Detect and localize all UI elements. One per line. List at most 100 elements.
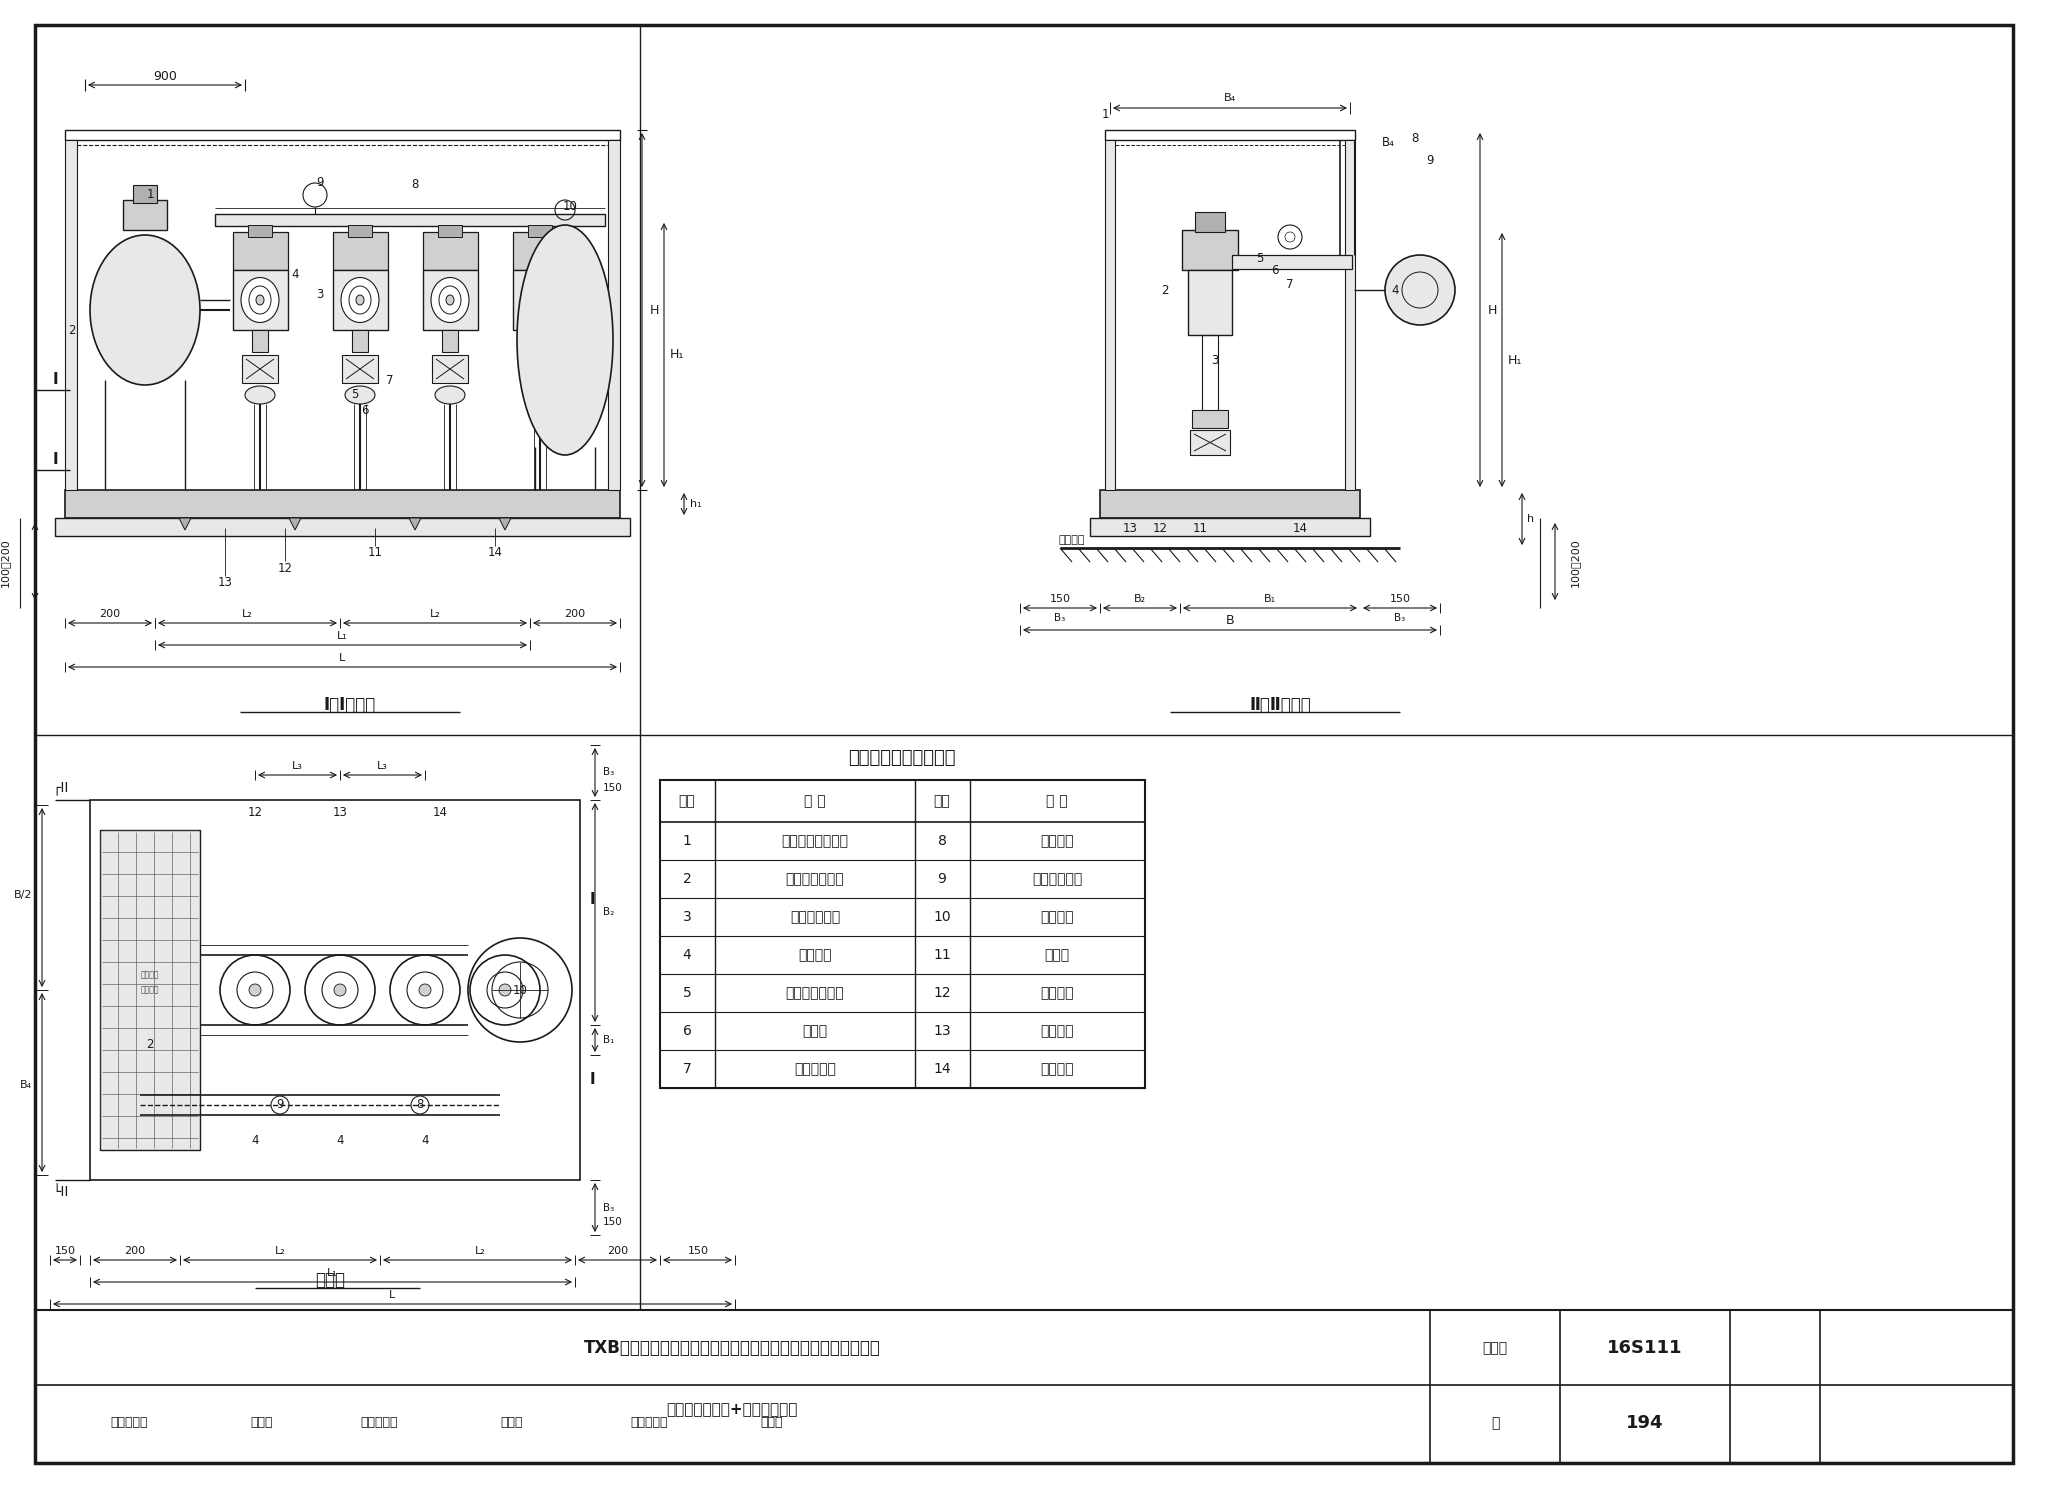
Text: 叠片同步: 叠片同步: [141, 970, 160, 979]
Bar: [233, 269, 289, 330]
Bar: [1090, 518, 1370, 536]
Text: 页: 页: [1491, 1417, 1499, 1430]
Bar: [442, 330, 459, 353]
Text: 11: 11: [934, 948, 950, 963]
Text: 设备底座: 设备底座: [1040, 987, 1073, 1000]
Text: B₃: B₃: [602, 1202, 614, 1213]
Ellipse shape: [516, 225, 612, 455]
Polygon shape: [410, 518, 422, 530]
Text: 5: 5: [682, 987, 692, 1000]
Text: L: L: [338, 653, 346, 664]
Text: 5: 5: [352, 388, 358, 402]
Text: 8: 8: [412, 179, 418, 192]
Bar: [342, 356, 379, 382]
Ellipse shape: [246, 385, 274, 405]
Text: 9: 9: [938, 872, 946, 885]
Text: 150: 150: [602, 1217, 623, 1228]
Ellipse shape: [520, 277, 559, 323]
Text: H₁: H₁: [670, 348, 684, 362]
Text: 150: 150: [688, 1245, 709, 1256]
Ellipse shape: [356, 295, 365, 305]
Text: 于忠砖: 于忠砖: [500, 1417, 522, 1430]
Text: 8: 8: [416, 1098, 424, 1112]
Bar: [1346, 140, 1356, 490]
Bar: [248, 225, 272, 237]
Bar: [1202, 335, 1219, 415]
Text: 8: 8: [1411, 131, 1419, 144]
Circle shape: [334, 984, 346, 995]
Text: TXB系列微机控制叠片同步自吸变频调速供水设备外形及安装图: TXB系列微机控制叠片同步自吸变频调速供水设备外形及安装图: [584, 1339, 881, 1357]
Bar: [66, 129, 621, 140]
Bar: [100, 830, 201, 1150]
Text: 2: 2: [145, 1039, 154, 1052]
Text: 6: 6: [682, 1024, 692, 1039]
Text: B₂: B₂: [1135, 594, 1147, 604]
Text: 150: 150: [602, 783, 623, 793]
Polygon shape: [289, 518, 301, 530]
Text: 9: 9: [1425, 153, 1434, 167]
Text: 名 称: 名 称: [805, 795, 825, 808]
Text: 电接点压力表: 电接点压力表: [1032, 872, 1081, 885]
Text: B₁: B₁: [1264, 594, 1276, 604]
Text: 名 称: 名 称: [1047, 795, 1067, 808]
Text: 13: 13: [332, 805, 348, 818]
Text: L₂: L₂: [430, 609, 440, 619]
Text: 1: 1: [682, 833, 692, 848]
Bar: [348, 225, 373, 237]
Text: Ⅰ－Ⅰ剖面图: Ⅰ－Ⅰ剖面图: [324, 696, 377, 714]
Ellipse shape: [342, 277, 379, 323]
Bar: [438, 225, 463, 237]
Text: 设备部件及安装名称表: 设备部件及安装名称表: [848, 748, 956, 766]
Text: L₃: L₃: [291, 760, 303, 771]
Text: 14: 14: [934, 1062, 950, 1076]
Text: 泵房地面: 泵房地面: [1059, 536, 1085, 545]
Bar: [528, 225, 553, 237]
Text: 150: 150: [1389, 594, 1411, 604]
Text: 7: 7: [387, 373, 393, 387]
Bar: [215, 214, 604, 226]
Text: 900: 900: [154, 70, 176, 82]
Bar: [1100, 490, 1360, 518]
Bar: [522, 356, 557, 382]
Text: 出水管阀门: 出水管阀门: [795, 1062, 836, 1076]
Text: ┌II: ┌II: [51, 781, 68, 795]
Text: 10: 10: [934, 911, 950, 924]
Text: 1: 1: [145, 189, 154, 201]
Text: 止回阀: 止回阀: [803, 1024, 827, 1039]
Text: 4: 4: [682, 948, 692, 963]
Text: 10: 10: [512, 984, 528, 997]
Text: 2: 2: [682, 872, 692, 885]
Text: 伍砒砾: 伍砒砾: [760, 1417, 782, 1430]
Bar: [1106, 129, 1356, 140]
Text: 200: 200: [565, 609, 586, 619]
Text: 8: 8: [938, 833, 946, 848]
Ellipse shape: [430, 277, 469, 323]
Text: 13: 13: [934, 1024, 950, 1039]
Bar: [532, 330, 549, 353]
Bar: [1188, 269, 1233, 335]
Text: 100～200: 100～200: [0, 539, 10, 588]
Text: 4: 4: [422, 1134, 428, 1146]
Text: I: I: [51, 372, 57, 387]
Bar: [512, 269, 567, 330]
Bar: [608, 140, 621, 490]
Text: B/2: B/2: [14, 890, 33, 900]
Text: B₃: B₃: [602, 766, 614, 777]
Bar: [252, 330, 268, 353]
Polygon shape: [500, 518, 512, 530]
Text: 100～200: 100～200: [1571, 539, 1579, 588]
Text: I: I: [51, 452, 57, 467]
Text: I: I: [590, 1073, 594, 1088]
Text: 12: 12: [248, 805, 262, 818]
Bar: [424, 232, 477, 269]
Text: B₁: B₁: [602, 1036, 614, 1045]
Text: B₄: B₄: [20, 1080, 33, 1091]
Text: 150: 150: [1049, 594, 1071, 604]
Text: 2: 2: [1161, 284, 1169, 296]
Text: Ⅱ－Ⅱ剖面图: Ⅱ－Ⅱ剖面图: [1249, 696, 1311, 714]
Bar: [334, 269, 387, 330]
Ellipse shape: [90, 235, 201, 385]
Bar: [66, 490, 621, 518]
Text: （两用一备主泵+小流量辅泵）: （两用一备主泵+小流量辅泵）: [666, 1403, 797, 1418]
Text: 13: 13: [1122, 521, 1137, 534]
